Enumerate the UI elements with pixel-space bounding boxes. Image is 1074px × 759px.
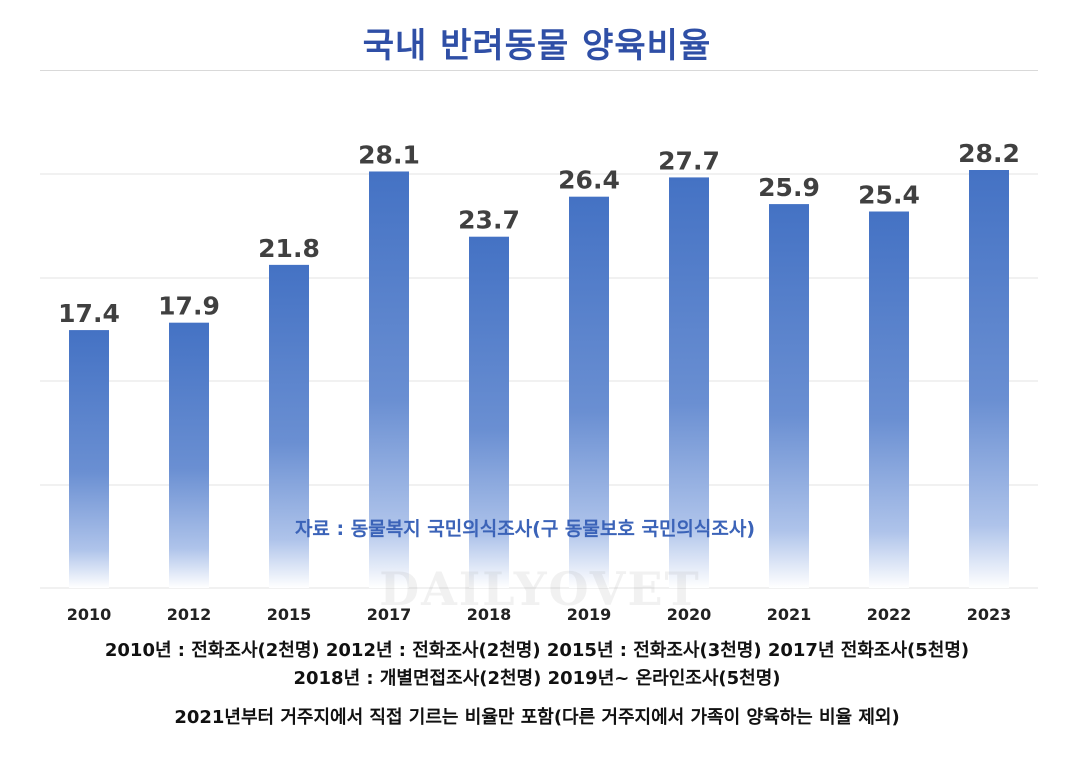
x-tick-label: 2023	[967, 605, 1012, 624]
footnote-line-2: 2018년 : 개별면접조사(2천명) 2019년~ 온라인조사(5천명)	[293, 668, 781, 689]
bar-2020	[669, 177, 709, 588]
bar-value-label: 23.7	[458, 206, 520, 235]
bar-2012	[169, 322, 209, 588]
bar-value-labels: 17.4 17.9 21.8 28.1 23.7 26.4 27.7 25.9 25.4 28.2	[58, 139, 1020, 328]
bar-value-label: 21.8	[258, 234, 320, 263]
bar-value-label: 25.4	[858, 181, 920, 210]
x-tick-label: 2021	[767, 605, 812, 624]
x-tick-label: 2019	[567, 605, 612, 624]
bar-2010	[69, 330, 109, 588]
bar-2021	[769, 204, 809, 588]
x-tick-label: 2022	[867, 605, 912, 624]
source-note: 자료 : 동물복지 국민의식조사(구 동물보호 국민의식조사)	[294, 518, 756, 540]
bar-value-label: 17.4	[58, 299, 120, 328]
x-axis-ticks: 2010 2012 2015 2017 2018 2019 2020 2021 2022 2023	[67, 605, 1012, 624]
bar-value-label: 27.7	[658, 146, 720, 175]
x-tick-label: 2015	[267, 605, 312, 624]
footnote-line-3: 2021년부터 거주지에서 직접 기르는 비율만 포함(다른 거주지에서 가족이…	[174, 707, 900, 728]
watermark-logo: DAILYOVET	[379, 562, 701, 616]
x-tick-label: 2017	[367, 605, 412, 624]
chart-title: 국내 반려동물 양육비율	[362, 26, 712, 66]
bar-chart: 17.4 17.9 21.8 28.1 23.7 26.4 27.7 25.9 25.4 28.2…	[40, 139, 1038, 624]
title-divider	[40, 70, 1038, 71]
bar-2018	[469, 236, 509, 588]
bars	[69, 170, 1009, 588]
bar-value-label: 26.4	[558, 166, 620, 195]
bar-2017	[369, 171, 409, 588]
x-tick-label: 2010	[67, 605, 112, 624]
footnote-line-1: 2010년 : 전화조사(2천명) 2012년 : 전화조사(2천명) 2015…	[104, 640, 970, 661]
x-tick-label: 2012	[167, 605, 212, 624]
bar-2019	[569, 196, 609, 588]
x-tick-label: 2020	[667, 605, 712, 624]
bar-2015	[269, 264, 309, 588]
bar-2022	[869, 211, 909, 588]
bar-value-label: 28.2	[958, 139, 1020, 168]
bar-value-label: 17.9	[158, 292, 220, 321]
bar-value-label: 25.9	[758, 173, 820, 202]
bar-2023	[969, 170, 1009, 588]
bar-value-label: 28.1	[358, 140, 420, 169]
x-tick-label: 2018	[467, 605, 512, 624]
